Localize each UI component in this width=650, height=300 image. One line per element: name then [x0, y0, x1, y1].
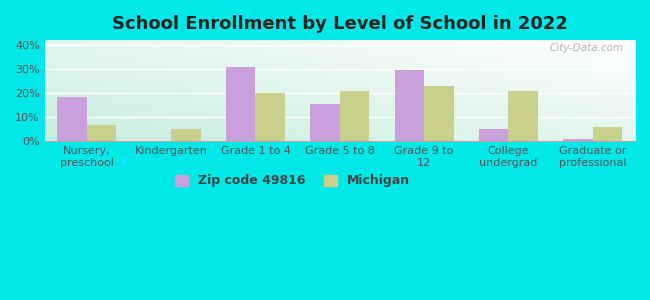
Bar — [226, 67, 255, 141]
Bar — [255, 93, 285, 141]
Text: City-Data.com: City-Data.com — [549, 43, 623, 53]
Bar — [564, 139, 593, 141]
Bar — [340, 91, 369, 141]
Bar — [593, 127, 622, 141]
Title: School Enrollment by Level of School in 2022: School Enrollment by Level of School in … — [112, 15, 567, 33]
Legend: Zip code 49816, Michigan: Zip code 49816, Michigan — [176, 174, 410, 188]
Bar — [171, 129, 201, 141]
Bar — [395, 70, 424, 141]
Bar — [310, 104, 340, 141]
Bar — [57, 97, 87, 141]
Bar — [87, 125, 116, 141]
Bar — [424, 86, 454, 141]
Bar — [508, 91, 538, 141]
Bar — [479, 129, 508, 141]
